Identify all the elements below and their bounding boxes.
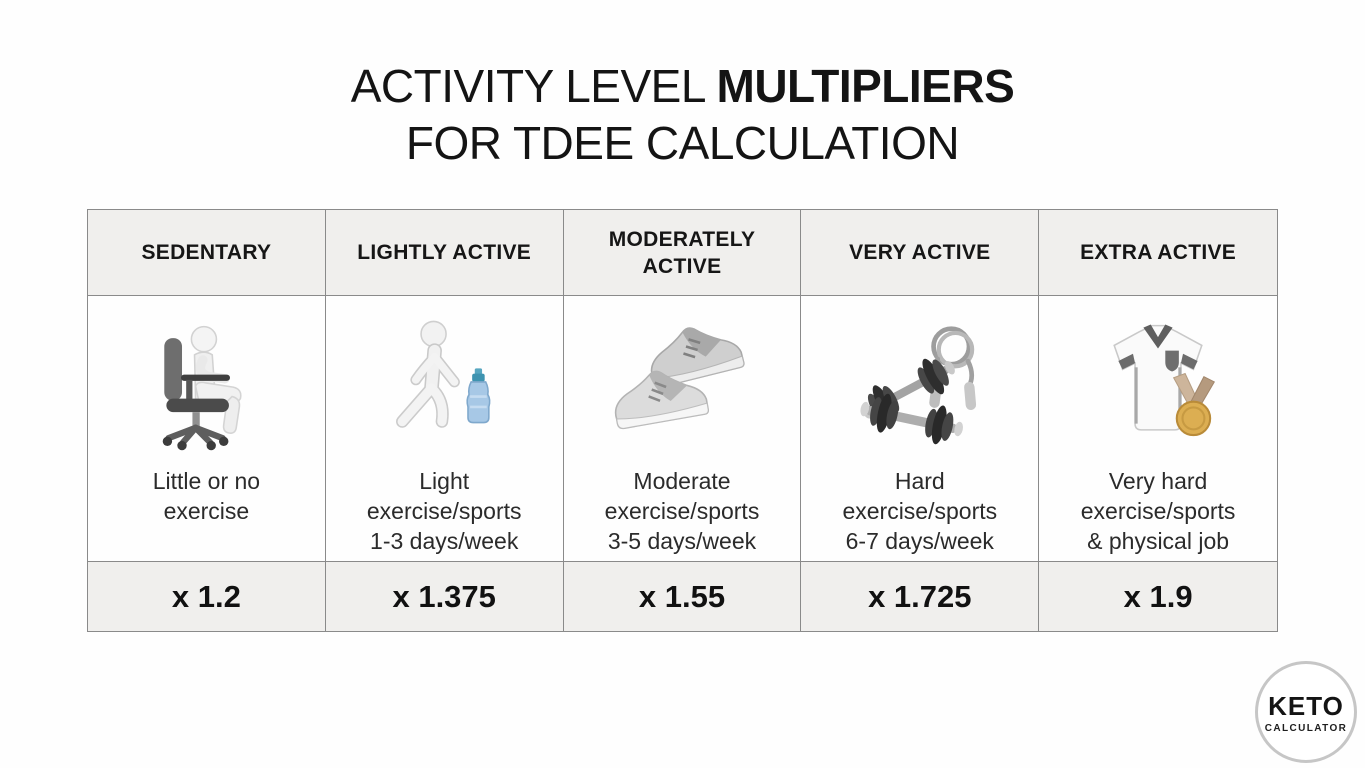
header-lightly-active: LIGHTLY ACTIVE <box>325 210 564 296</box>
description-sedentary: Little or no exercise <box>152 468 261 524</box>
description-very-active: Hard exercise/sports 6-7 days/week <box>842 468 998 554</box>
activity-multiplier-table: SEDENTARY LIGHTLY ACTIVE MODERATELY ACTI… <box>87 209 1278 632</box>
title-line-1: ACTIVITY LEVEL MULTIPLIERS <box>0 58 1365 115</box>
multiplier-extra-active: x 1.9 <box>1039 562 1277 631</box>
header-moderately-active: MODERATELY ACTIVE <box>563 210 802 296</box>
cell-very-active: Hard exercise/sports 6-7 days/week <box>801 296 1040 562</box>
multiplier-sedentary: x 1.2 <box>88 562 326 631</box>
logo-name: KETO <box>1268 690 1344 721</box>
header-extra-active: EXTRA ACTIVE <box>1039 210 1277 296</box>
cell-extra-active: Very hard exercise/sports & physical job <box>1039 296 1277 562</box>
multiplier-moderately-active: x 1.55 <box>563 562 802 631</box>
sports-jersey-with-medal-icon <box>1063 308 1253 460</box>
multiplier-very-active: x 1.725 <box>801 562 1040 631</box>
cell-moderately-active: Moderate exercise/sports 3-5 days/week <box>563 296 802 562</box>
water-bottle <box>466 368 491 424</box>
description-lightly-active: Light exercise/sports 1-3 days/week <box>366 468 522 554</box>
cell-sedentary: Little or no exercise <box>88 296 326 562</box>
title-line1-regular: ACTIVITY LEVEL <box>350 60 717 112</box>
cell-lightly-active: Light exercise/sports 1-3 days/week <box>325 296 564 562</box>
page-title: ACTIVITY LEVEL MULTIPLIERS FOR TDEE CALC… <box>0 58 1365 172</box>
logo-subtitle: CALCULATOR <box>1264 722 1348 734</box>
header-very-active: VERY ACTIVE <box>801 210 1040 296</box>
title-line1-bold: MULTIPLIERS <box>716 60 1015 112</box>
person-sitting-office-chair-icon <box>111 308 301 460</box>
description-extra-active: Very hard exercise/sports & physical job <box>1080 468 1236 554</box>
description-moderately-active: Moderate exercise/sports 3-5 days/week <box>604 468 760 554</box>
keto-calculator-logo: KETO CALCULATOR <box>1255 661 1357 763</box>
running-shoes-icon <box>587 308 777 460</box>
title-line-2: FOR TDEE CALCULATION <box>405 117 960 169</box>
walking-person-with-water-bottle-icon <box>349 308 539 460</box>
multiplier-lightly-active: x 1.375 <box>325 562 564 631</box>
header-sedentary: SEDENTARY <box>88 210 326 296</box>
dumbbells-and-jump-rope-icon <box>825 308 1015 460</box>
